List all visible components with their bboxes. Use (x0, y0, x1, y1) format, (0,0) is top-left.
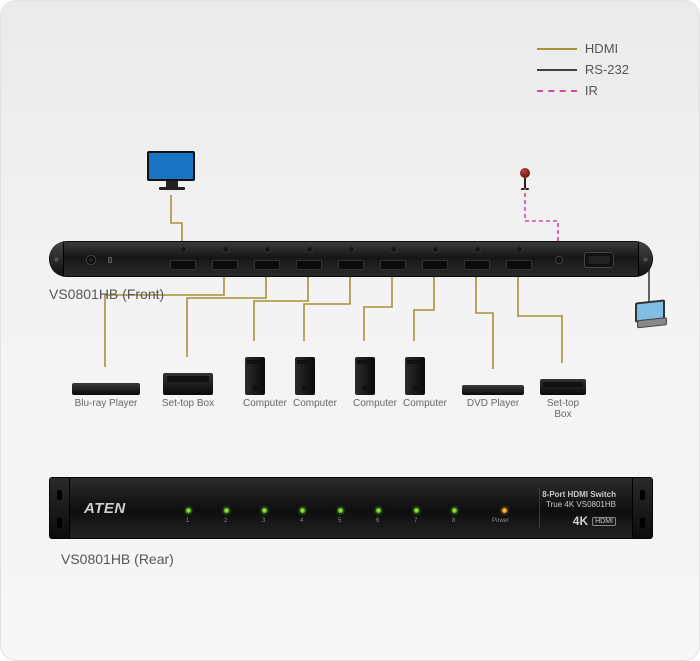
badge-4k: 4K (573, 514, 588, 528)
device-caption: Blu-ray Player (71, 398, 141, 409)
device-icon-tower (245, 357, 265, 395)
rear-led-num-7: 7 (414, 518, 417, 524)
port-led-5 (391, 247, 396, 252)
legend-line-rs232 (537, 69, 577, 71)
device-icon-tower (355, 357, 375, 395)
port-led-4 (349, 247, 354, 252)
rear-led-num-8: 8 (452, 518, 455, 524)
front-label: VS0801HB (Front) (49, 286, 164, 302)
hdmi-port-4 (338, 260, 364, 270)
device-caption: Set-top Box (538, 398, 588, 420)
legend-label-rs232: RS-232 (585, 62, 629, 77)
legend-item-hdmi: HDMI (537, 41, 629, 56)
reset-button (108, 257, 112, 263)
device-5: Computer (403, 357, 427, 409)
source-devices: Blu-ray Player Set-top Box Computer Compute… (69, 341, 635, 421)
device-1: Set-top Box (161, 373, 215, 409)
rear-badges: 4K HDMI (573, 514, 616, 528)
device-7: Set-top Box (538, 379, 588, 420)
rear-title-line1: 8-Port HDMI Switch (542, 490, 616, 500)
rear-led-7 (414, 508, 419, 513)
port-led-7 (475, 247, 480, 252)
rs232-port (584, 252, 614, 268)
legend-item-rs232: RS-232 (537, 62, 629, 77)
device-caption: DVD Player (461, 398, 525, 409)
rear-led-num-6: 6 (376, 518, 379, 524)
badge-hdmi: HDMI (592, 517, 616, 526)
power-jack (86, 255, 96, 265)
legend-label-ir: IR (585, 83, 598, 98)
rear-led-2 (224, 508, 229, 513)
device-icon-tower (405, 357, 425, 395)
legend-line-ir (537, 90, 577, 92)
device-4: Computer (353, 357, 377, 409)
device-icon-stb2 (540, 379, 586, 395)
hdmi-port-1 (212, 260, 238, 270)
rear-panel: ATEN 1 2 3 4 5 6 7 8 Power 8-Port HDMI Switch T… (49, 477, 653, 539)
device-caption: Computer (353, 398, 377, 409)
hdmi-port-3 (296, 260, 322, 270)
device-caption: Computer (403, 398, 427, 409)
hdmi-port-7 (464, 260, 490, 270)
controller-icon (635, 301, 669, 329)
rear-title-line2: True 4K VS0801HB (542, 500, 616, 510)
hdmi-port-8 (506, 260, 532, 270)
device-caption: Set-top Box (161, 398, 215, 409)
port-led-2 (265, 247, 270, 252)
rear-led-num-5: 5 (338, 518, 341, 524)
diagram-frame: HDMI RS-232 IR VS0801HB (Front) Blu (0, 0, 700, 661)
device-caption: Computer (293, 398, 317, 409)
rear-led-num-2: 2 (224, 518, 227, 524)
device-caption: Computer (243, 398, 267, 409)
device-0: Blu-ray Player (71, 383, 141, 409)
legend-item-ir: IR (537, 83, 629, 98)
port-led-8 (517, 247, 522, 252)
device-icon-dvd (462, 385, 524, 395)
monitor-icon (147, 151, 197, 191)
legend-line-hdmi (537, 48, 577, 50)
port-led-1 (223, 247, 228, 252)
rear-led-3 (262, 508, 267, 513)
hdmi-port-5 (380, 260, 406, 270)
rear-led-num-4: 4 (300, 518, 303, 524)
device-6: DVD Player (461, 385, 525, 409)
device-icon-stb (163, 373, 213, 395)
rear-label: VS0801HB (Rear) (61, 551, 174, 567)
port-led-0 (181, 247, 186, 252)
rear-led-1 (186, 508, 191, 513)
device-3: Computer (293, 357, 317, 409)
ir-receiver-icon (518, 168, 532, 186)
rear-led-num-3: 3 (262, 518, 265, 524)
rear-led-num-1: 1 (186, 518, 189, 524)
port-led-3 (307, 247, 312, 252)
power-led-label: Power (492, 518, 509, 524)
port-led-6 (433, 247, 438, 252)
legend-label-hdmi: HDMI (585, 41, 618, 56)
rear-led-8 (452, 508, 457, 513)
rear-led-6 (376, 508, 381, 513)
legend: HDMI RS-232 IR (537, 41, 629, 104)
brand-logo: ATEN (84, 500, 126, 517)
hdmi-port-0 (170, 260, 196, 270)
power-led (502, 508, 507, 513)
ir-jack (555, 256, 563, 264)
rear-title: 8-Port HDMI Switch True 4K VS0801HB (542, 490, 616, 509)
hdmi-port-2 (254, 260, 280, 270)
device-icon-br (72, 383, 140, 395)
device-2: Computer (243, 357, 267, 409)
front-panel (49, 241, 653, 277)
hdmi-port-6 (422, 260, 448, 270)
rear-led-5 (338, 508, 343, 513)
device-icon-tower (295, 357, 315, 395)
rear-led-4 (300, 508, 305, 513)
